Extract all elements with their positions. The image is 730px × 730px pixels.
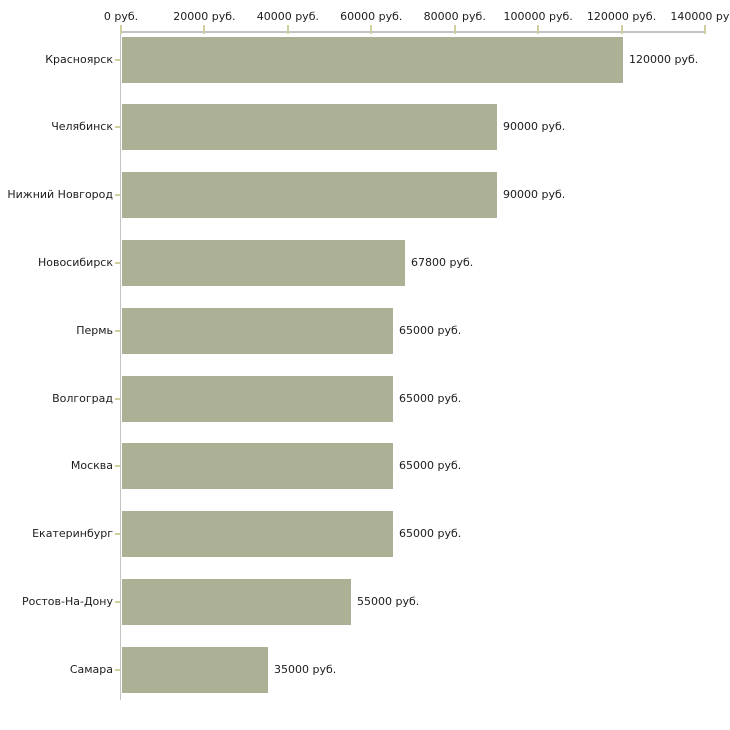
value-bar xyxy=(122,239,405,286)
value-bar xyxy=(122,511,393,558)
category-label: Пермь xyxy=(76,323,113,337)
value-label: 65000 руб. xyxy=(399,323,462,337)
x-tick-label: 140000 руб. xyxy=(670,10,730,23)
y-tick-mark xyxy=(115,58,120,61)
x-tick-mark xyxy=(120,25,122,34)
x-tick-label: 60000 руб. xyxy=(340,10,403,23)
y-tick-mark xyxy=(115,465,120,468)
category-label: Красноярск xyxy=(45,52,113,66)
value-bar xyxy=(122,375,393,422)
category-label: Нижний Новгород xyxy=(7,188,113,202)
y-tick-mark xyxy=(115,126,120,129)
x-tick-label: 100000 руб. xyxy=(503,10,573,23)
x-tick-label: 80000 руб. xyxy=(423,10,486,23)
x-tick-mark xyxy=(203,25,206,34)
value-label: 67800 руб. xyxy=(411,255,474,269)
category-label: Ростов-На-Дону xyxy=(21,594,113,608)
value-label: 55000 руб. xyxy=(357,594,420,608)
value-bar xyxy=(122,646,268,693)
value-bar xyxy=(122,104,497,151)
value-label: 120000 руб. xyxy=(629,52,699,66)
category-label: Челябинск xyxy=(51,120,113,134)
x-tick-label: 120000 руб. xyxy=(586,10,657,23)
x-tick-label: 20000 руб. xyxy=(173,10,236,23)
value-label: 90000 руб. xyxy=(503,120,566,134)
x-tick-mark xyxy=(620,25,623,34)
y-tick-mark xyxy=(115,600,120,603)
value-bar xyxy=(122,443,393,490)
y-tick-mark xyxy=(115,194,120,197)
x-tick-mark xyxy=(286,25,289,34)
category-label: Волгоград xyxy=(52,391,113,405)
value-bar xyxy=(122,36,623,83)
value-bar xyxy=(122,307,393,354)
value-bar xyxy=(122,172,497,219)
y-tick-mark xyxy=(115,668,120,671)
category-label: Екатеринбург xyxy=(32,527,113,541)
category-label: Самара xyxy=(69,662,113,676)
category-label: Москва xyxy=(70,459,113,473)
value-label: 65000 руб. xyxy=(399,391,462,405)
value-bar xyxy=(122,578,351,625)
category-label: Новосибирск xyxy=(37,255,113,269)
x-tick-label: 40000 руб. xyxy=(256,10,319,23)
value-label: 65000 руб. xyxy=(399,527,462,541)
x-axis-line xyxy=(121,31,706,33)
value-label: 65000 руб. xyxy=(399,459,462,473)
y-tick-mark xyxy=(115,397,120,400)
y-axis-line xyxy=(120,32,121,700)
x-tick-mark xyxy=(453,25,456,34)
y-tick-mark xyxy=(115,329,120,332)
y-tick-mark xyxy=(115,261,120,264)
x-tick-label: 0 руб. xyxy=(103,10,139,23)
x-tick-mark xyxy=(704,25,706,34)
x-tick-mark xyxy=(537,25,540,34)
y-tick-mark xyxy=(115,533,120,536)
x-tick-mark xyxy=(370,25,373,34)
value-label: 90000 руб. xyxy=(503,188,566,202)
value-label: 35000 руб. xyxy=(274,662,337,676)
